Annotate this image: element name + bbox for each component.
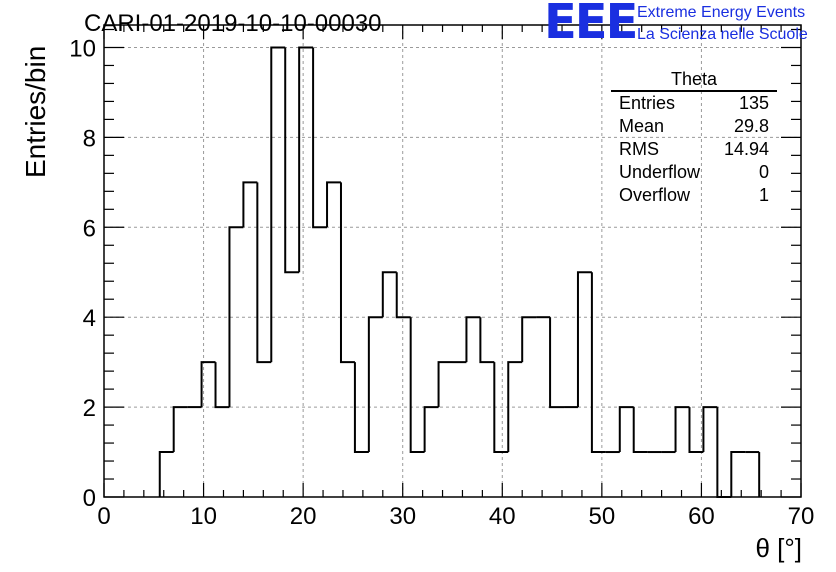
x-tick-label: 70: [788, 503, 815, 530]
logo-line-1: Extreme Energy Events: [637, 4, 806, 21]
chart-title: CARI-01-2019-10-10-00030: [84, 10, 382, 37]
histogram-bin: [549, 317, 565, 409]
histogram-bin: [493, 362, 509, 454]
stats-label: Mean: [619, 116, 665, 136]
y-tick-label: 10: [69, 35, 96, 62]
histogram-bin: [256, 182, 272, 364]
x-axis-label: θ [°]: [755, 533, 802, 563]
stats-label: Entries: [619, 93, 676, 113]
histogram-bin: [381, 271, 397, 318]
eee-logo-mark: EEE: [544, 0, 638, 50]
plot-frame: [103, 24, 802, 498]
stats-row-mean: Mean 29.8: [611, 115, 777, 138]
x-tick-label: 30: [389, 503, 416, 530]
histogram-bin: [158, 451, 174, 497]
stats-title: Theta: [611, 68, 777, 92]
stats-value: 14.94: [723, 139, 769, 159]
y-tick-label: 0: [83, 485, 96, 512]
histogram-bin: [632, 407, 648, 454]
histogram-bin: [214, 362, 230, 409]
histogram-bin: [437, 361, 453, 408]
x-tick-label: 40: [489, 503, 516, 530]
histogram-bin: [507, 361, 523, 453]
y-tick-label: 6: [83, 215, 96, 242]
histogram-bin: [298, 46, 314, 273]
x-tick-label: 60: [688, 503, 715, 530]
x-tick-label: 0: [97, 503, 110, 530]
histogram-bin: [172, 406, 188, 453]
histogram-bin: [409, 317, 425, 454]
stats-label: Underflow: [619, 162, 701, 182]
stats-value: 1: [758, 185, 769, 205]
stats-value: 29.8: [733, 116, 769, 136]
histogram-bin: [242, 181, 258, 228]
stats-row-entries: Entries 135: [611, 92, 777, 115]
histogram-bin: [339, 182, 355, 364]
histogram-bin: [576, 271, 592, 408]
histogram-bin: [702, 406, 718, 453]
y-tick-label: 8: [83, 125, 96, 152]
stats-label: RMS: [619, 139, 659, 159]
stats-label: Overflow: [619, 185, 691, 205]
histogram-bin: [618, 406, 634, 453]
histogram-bin: [312, 47, 328, 229]
histogram-bin: [730, 451, 746, 497]
histogram-bin: [521, 316, 537, 363]
histogram-bin: [228, 226, 244, 408]
x-tick-label: 50: [589, 503, 616, 530]
stats-row-overflow: Overflow 1: [611, 184, 777, 207]
logo-line-2: La Scienza nelle Scuole: [637, 26, 808, 43]
histogram-bin: [479, 317, 495, 364]
histogram-bin: [284, 47, 300, 274]
histogram-bin: [367, 316, 383, 453]
stats-box: Theta Entries 135 Mean 29.8 RMS 14.94 Un…: [611, 68, 777, 207]
histogram-bin: [353, 362, 369, 454]
histogram-bin: [716, 407, 732, 498]
stats-value: 135: [738, 93, 769, 113]
histogram-bin: [465, 316, 481, 363]
y-tick-label: 2: [83, 395, 96, 422]
histogram-bin: [423, 406, 439, 453]
histogram-bin: [200, 361, 216, 408]
stats-value: 0: [758, 162, 769, 182]
histogram-bin: [688, 407, 704, 454]
histogram-bin: [326, 181, 341, 228]
histogram-bin: [590, 272, 606, 454]
y-tick-label: 4: [83, 305, 96, 332]
y-axis-label: Entries/bin: [20, 45, 51, 178]
stats-row-rms: RMS 14.94: [611, 138, 777, 161]
x-tick-label: 20: [290, 503, 317, 530]
histogram-bin: [395, 272, 411, 319]
histogram-bin: [270, 46, 286, 363]
stats-row-underflow: Underflow 0: [611, 161, 777, 184]
histogram-bin: [674, 406, 690, 453]
x-tick-label: 10: [190, 503, 217, 530]
